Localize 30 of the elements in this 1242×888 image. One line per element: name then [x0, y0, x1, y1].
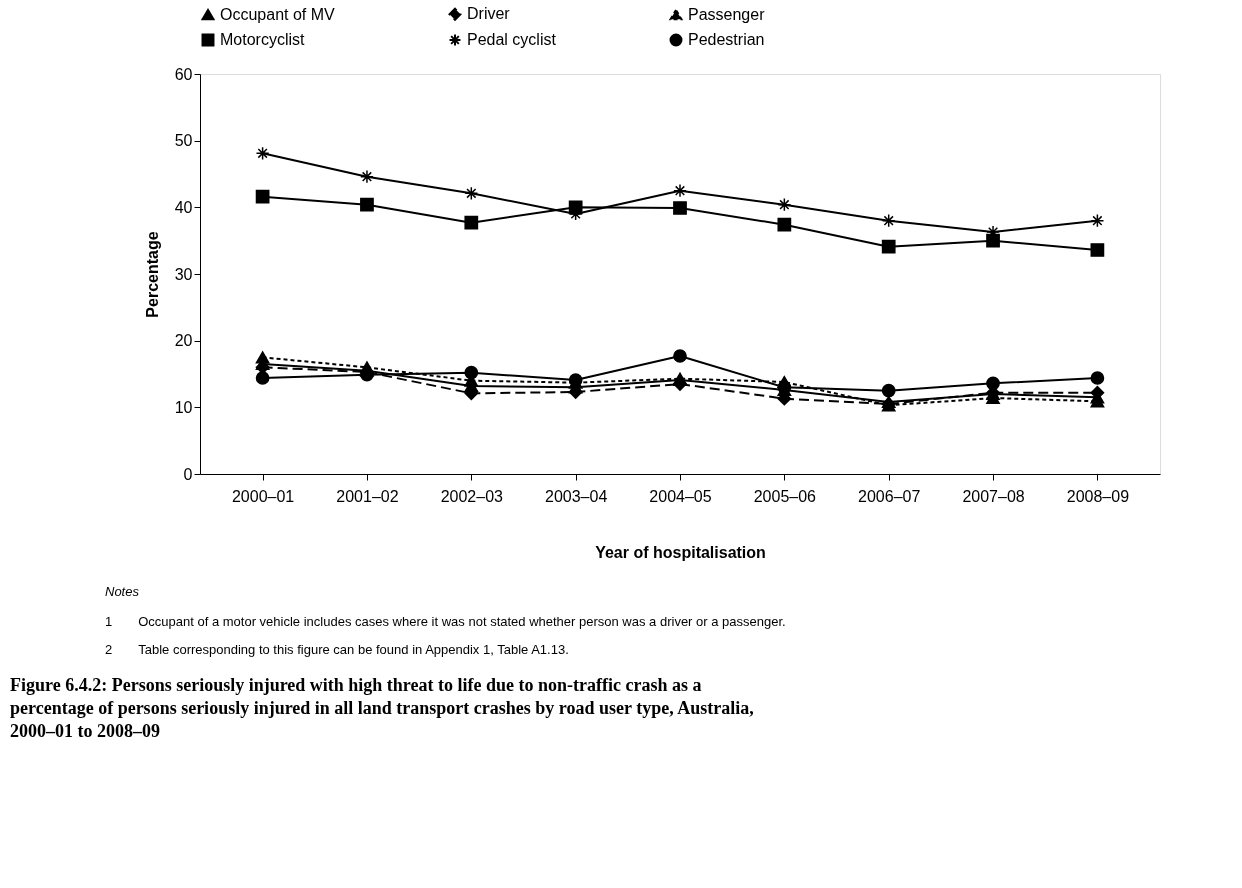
- legend-label: Motorcyclist: [220, 31, 306, 48]
- x-tick-label: 2004–05: [649, 487, 712, 505]
- text: 2 Table corresponding to this figure can be found in Appendix 1, Table A1.13.: [105, 642, 569, 657]
- y-tick-label: 60: [174, 65, 193, 83]
- y-tick-label: 0: [183, 465, 193, 483]
- x-tick-label: 2003–04: [545, 487, 608, 505]
- y-tick-label: 20: [174, 332, 193, 350]
- x-tick-label: 2007–08: [962, 487, 1025, 505]
- legend-label: Driver: [467, 5, 511, 23]
- x-axis-title: Year of hospitalisation: [595, 543, 766, 561]
- x-tick-label: 2006–07: [858, 487, 921, 505]
- text: Figure 6.4.2: Persons seriously injured with high threat to life due to non-traffic crash as a: [10, 675, 702, 695]
- y-tick-label: 40: [174, 198, 193, 216]
- legend-label: Passenger: [688, 5, 766, 23]
- y-tick-label: 50: [174, 132, 193, 150]
- x-tick-label: 2005–06: [753, 487, 817, 505]
- y-tick-label: 30: [174, 265, 193, 283]
- text: 1 Occupant of a motor vehicle includes cases where it was not stated whether person was a driver or a passenger.: [105, 614, 786, 629]
- x-tick-label: 2008–09: [1066, 487, 1130, 505]
- text: 2000–01 to 2008–09: [10, 721, 160, 741]
- y-tick-label: 10: [174, 398, 193, 416]
- x-tick-label: 2001–02: [336, 487, 399, 505]
- text: Notes: [105, 584, 140, 599]
- text: percentage of persons seriously injured in all land transport crashes by road user type, Australia,: [10, 698, 754, 718]
- legend-label: Pedestrian: [688, 31, 765, 48]
- x-tick-label: 2002–03: [440, 487, 504, 505]
- x-tick-label: 2000–01: [231, 487, 295, 505]
- y-axis-title: Percentage: [143, 231, 161, 318]
- legend-label: Occupant of MV: [220, 5, 336, 23]
- legend-label: Pedal cyclist: [467, 31, 557, 48]
